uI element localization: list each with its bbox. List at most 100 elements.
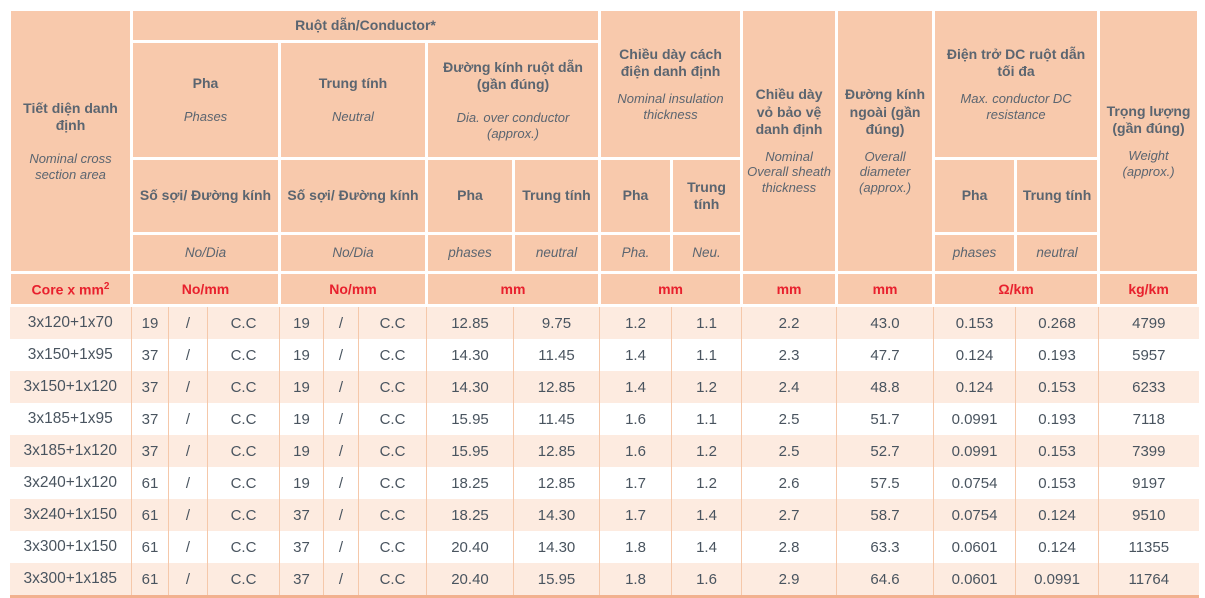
cell-dc-neutral: 0.153 <box>1015 371 1100 403</box>
header-sheath-en: Nominal Overall sheath thickness <box>747 148 831 196</box>
spec-row: 3x300+1x185 61/C.C 37/C.C 20.40 15.95 1.8 1.6 2… <box>9 563 1199 597</box>
cell-neutral-cc: C.C <box>358 467 427 499</box>
header-no-dia-phase: No/Dia <box>130 232 281 274</box>
unit-mm-sheath: mm <box>740 271 839 307</box>
header-strands-neutral-vn: Số sợi/ Đường kính <box>287 187 419 204</box>
spec-row: 3x185+1x120 37/C.C 19/C.C 15.95 12.85 1.6 1.2 2… <box>9 435 1199 467</box>
cell-ins-phase: 1.6 <box>599 435 673 467</box>
cell-dia-neutral: 9.75 <box>513 305 601 339</box>
cell-core-size: 3x150+1x120 <box>9 371 132 403</box>
cell-dc-phase: 0.153 <box>933 305 1017 339</box>
cell-dia-neutral: 12.85 <box>513 371 601 403</box>
cell-phase-slash: / <box>168 305 208 339</box>
header-dia-trung-tinh: Trung tính <box>511 157 602 235</box>
header-sheath-thickness: Chiều dày vỏ bảo vệ danh định Nominal Ov… <box>740 8 839 274</box>
cell-phase-slash: / <box>168 435 208 467</box>
header-no-dia-neutral: No/Dia <box>278 232 428 274</box>
cell-phase-slash: / <box>168 403 208 435</box>
cell-weight: 7118 <box>1098 403 1199 435</box>
cell-ins-phase: 1.7 <box>599 499 673 531</box>
cell-neutral-strands: 19 <box>279 435 324 467</box>
header-dia-over-conductor-vn: Đường kính ruột dẫn (gần đúng) <box>443 58 583 93</box>
cell-weight: 9510 <box>1098 499 1199 531</box>
cell-ins-neutral: 1.2 <box>671 435 743 467</box>
header-insulation-vn: Chiều dày cách điện danh định <box>619 45 722 80</box>
cell-neutral-slash: / <box>323 403 359 435</box>
cell-dia-phase: 14.30 <box>426 371 514 403</box>
header-phases-vn: Pha <box>192 75 219 92</box>
cell-weight: 11355 <box>1098 531 1199 563</box>
cell-dc-neutral: 0.153 <box>1015 435 1100 467</box>
cell-core-size: 3x300+1x185 <box>9 563 132 597</box>
cell-dia-neutral: 12.85 <box>513 435 601 467</box>
header-dc-neutral-en: neutral <box>1014 232 1101 274</box>
cell-overall-dia: 64.6 <box>836 563 935 597</box>
cell-dia-phase: 15.95 <box>426 435 514 467</box>
cell-dc-phase: 0.0991 <box>933 435 1017 467</box>
unit-mm-insulation: mm <box>598 271 744 307</box>
header-weight-en: Weight (approx.) <box>1122 147 1175 179</box>
header-insulation-en: Nominal insulation thickness <box>617 90 724 122</box>
cell-dia-neutral: 14.30 <box>513 531 601 563</box>
cell-dc-phase: 0.0601 <box>933 563 1017 597</box>
spec-row: 3x185+1x95 37/C.C 19/C.C 15.95 11.45 1.6 1.1 2.… <box>9 403 1199 435</box>
unit-row: Core x mm2 No/mm No/mm mm mm mm mm Ω/km … <box>8 271 1201 307</box>
header-ins-pha-abbr: Pha. <box>598 232 674 274</box>
cell-phase-strands: 61 <box>131 499 169 531</box>
cell-neutral-slash: / <box>323 499 359 531</box>
cell-dia-neutral: 12.85 <box>513 467 601 499</box>
header-sheath-vn: Chiều dày vỏ bảo vệ danh định <box>755 86 823 138</box>
cell-neutral-strands: 19 <box>279 403 324 435</box>
header-nominal-cross-section: Tiết diện danh định Nominal cross sectio… <box>8 8 133 274</box>
cell-sheath: 2.2 <box>741 305 838 339</box>
header-ins-trung-tinh: Trung tính <box>670 157 744 235</box>
cell-phase-cc: C.C <box>207 467 280 499</box>
cable-spec-table: Tiết diện danh định Nominal cross sectio… <box>8 8 1201 598</box>
cell-neutral-strands: 37 <box>279 563 324 597</box>
unit-no-mm-phase: No/mm <box>130 271 281 307</box>
cell-ins-neutral: 1.4 <box>671 531 743 563</box>
header-overall-diameter: Đường kính ngoài (gần đúng) Overall diam… <box>835 8 936 274</box>
cell-ins-neutral: 1.1 <box>671 339 743 371</box>
header-weight: Trọng lượng (gần đúng) Weight (approx.) <box>1097 8 1201 274</box>
header-weight-vn: Trọng lượng (gần đúng) <box>1106 102 1191 137</box>
cell-ins-neutral: 1.4 <box>671 499 743 531</box>
cell-ins-phase: 1.7 <box>599 467 673 499</box>
cell-dia-phase: 14.30 <box>426 339 514 371</box>
cell-phase-strands: 61 <box>131 531 169 563</box>
cell-overall-dia: 52.7 <box>836 435 935 467</box>
header-strands-neutral: Số sợi/ Đường kính <box>278 157 428 235</box>
cell-phase-cc: C.C <box>207 435 280 467</box>
unit-kg-km: kg/km <box>1097 271 1201 307</box>
cell-dc-neutral: 0.124 <box>1015 499 1100 531</box>
spec-row: 3x300+1x150 61/C.C 37/C.C 20.40 14.30 1.8 1.4 2… <box>9 531 1199 563</box>
header-neutral-vn: Trung tính <box>318 75 388 92</box>
cell-neutral-cc: C.C <box>358 305 427 339</box>
cell-core-size: 3x120+1x70 <box>9 305 132 339</box>
cell-phase-slash: / <box>168 339 208 371</box>
cell-dc-neutral: 0.124 <box>1015 531 1100 563</box>
cell-phase-slash: / <box>168 371 208 403</box>
cell-dc-phase: 0.0601 <box>933 531 1017 563</box>
cell-weight: 6233 <box>1098 371 1199 403</box>
cell-dia-phase: 20.40 <box>426 563 514 597</box>
cell-weight: 11764 <box>1098 563 1199 597</box>
cell-ins-neutral: 1.1 <box>671 403 743 435</box>
cell-dia-neutral: 15.95 <box>513 563 601 597</box>
cell-dc-phase: 0.0754 <box>933 499 1017 531</box>
cell-neutral-slash: / <box>323 467 359 499</box>
cell-phase-strands: 61 <box>131 563 169 597</box>
header-overall-diameter-vn: Đường kính ngoài (gần đúng) <box>845 86 926 138</box>
cell-neutral-strands: 19 <box>279 467 324 499</box>
header-conductor-group: Ruột dẫn/Conductor* <box>129 8 602 43</box>
header-phases-en: Phases <box>183 108 228 124</box>
unit-core-sup: 2 <box>103 280 110 292</box>
unit-ohm-km: Ω/km <box>932 271 1101 307</box>
cell-overall-dia: 51.7 <box>836 403 935 435</box>
cell-ins-phase: 1.6 <box>599 403 673 435</box>
cell-neutral-cc: C.C <box>358 531 427 563</box>
cell-dc-phase: 0.124 <box>933 339 1017 371</box>
cell-weight: 9197 <box>1098 467 1199 499</box>
cell-dc-phase: 0.124 <box>933 371 1017 403</box>
cell-dia-phase: 15.95 <box>426 403 514 435</box>
